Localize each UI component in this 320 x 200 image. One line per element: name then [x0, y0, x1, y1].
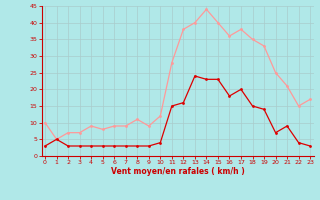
X-axis label: Vent moyen/en rafales ( km/h ): Vent moyen/en rafales ( km/h ) [111, 167, 244, 176]
